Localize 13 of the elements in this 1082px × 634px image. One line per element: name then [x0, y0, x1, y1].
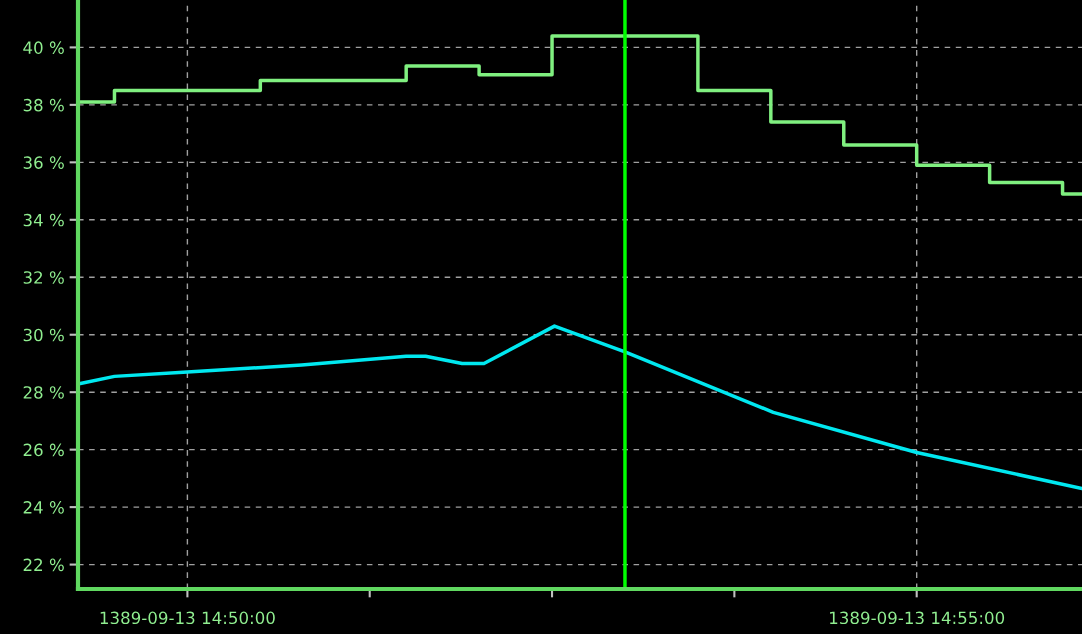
- y-tick-label: 36 %: [23, 156, 64, 169]
- y-tick-label: 26 %: [23, 443, 64, 457]
- y-tick-label: 30 %: [23, 328, 64, 342]
- x-tick-label: 1389-09-13 14:50:00: [100, 611, 275, 625]
- y-tick-label: 32 %: [23, 271, 64, 284]
- line-series: [78, 324, 1082, 491]
- y-tick-label: 22 %: [23, 558, 64, 572]
- x-tick-label: 1389-09-13 14:55:00: [830, 611, 1005, 625]
- y-tick-label: 40 %: [23, 41, 64, 54]
- y-tick-label: 28 %: [23, 386, 64, 399]
- y-tick-label: 34 %: [23, 213, 64, 227]
- y-tick-label: 24 %: [23, 501, 64, 514]
- y-tick-label: 38 %: [23, 98, 64, 112]
